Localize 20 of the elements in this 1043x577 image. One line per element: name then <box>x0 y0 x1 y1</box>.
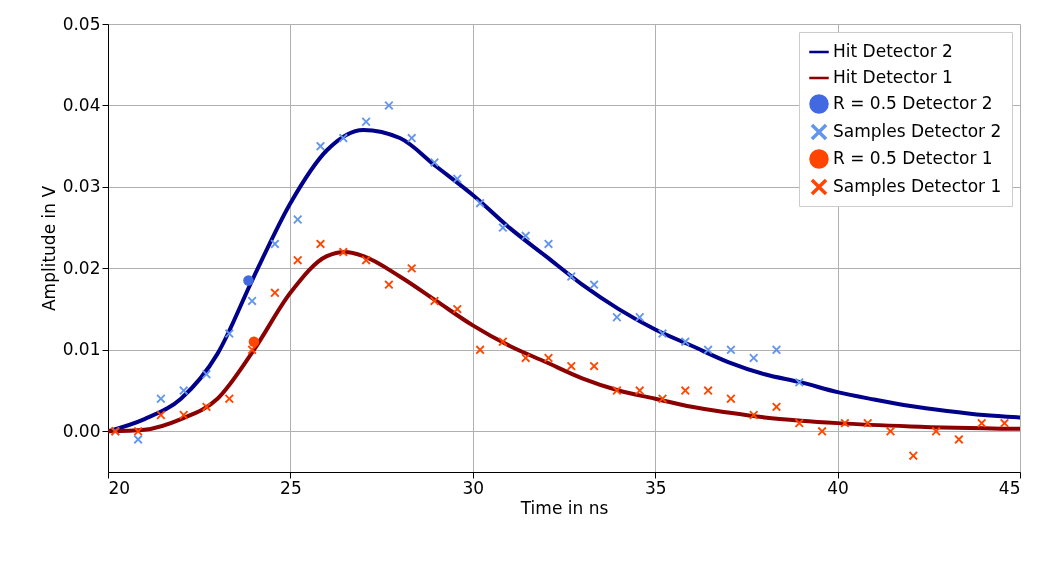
x-tick-label: 35 <box>644 477 667 498</box>
legend-label: R = 0.5 Detector 2 <box>833 93 993 113</box>
x-axis-title: Time in ns <box>519 497 609 518</box>
x-tick-label: 25 <box>280 477 302 498</box>
x-tick-label: 20 <box>108 477 131 498</box>
legend-label: R = 0.5 Detector 1 <box>833 148 993 168</box>
x-tick-label: 40 <box>827 477 849 498</box>
y-tick-label: 0.02 <box>62 257 101 278</box>
y-axis-title: Amplitude in V <box>38 185 59 312</box>
y-tick-label: 0.03 <box>62 176 101 197</box>
y-tick-label: 0.01 <box>62 339 101 360</box>
y-tick-label: 0.04 <box>62 94 101 115</box>
legend-label: Samples Detector 1 <box>833 176 1002 196</box>
y-tick-label: 0.05 <box>62 13 101 34</box>
legend-label: Hit Detector 1 <box>833 67 953 87</box>
x-tick-label: 30 <box>462 477 485 498</box>
legend-label: Hit Detector 2 <box>833 41 953 61</box>
y-tick-label: 0.00 <box>62 420 101 441</box>
legend-label: Samples Detector 2 <box>833 121 1002 141</box>
x-tick-label: 45 <box>998 477 1021 498</box>
